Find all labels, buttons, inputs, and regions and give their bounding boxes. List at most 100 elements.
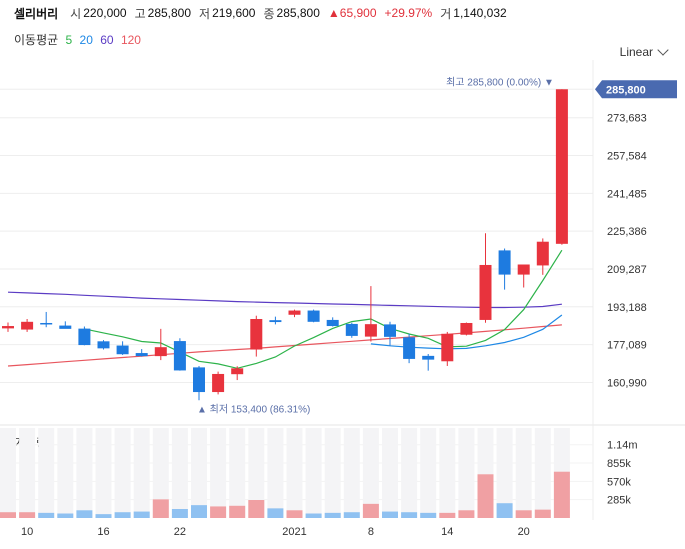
candle-body	[403, 337, 416, 359]
volume-column-bg	[57, 428, 74, 518]
candle-body	[173, 341, 186, 371]
volume-column-bg	[171, 428, 188, 518]
volume-tick-label: 855k	[607, 458, 631, 470]
scale-select-value: Linear	[619, 45, 653, 59]
volume-column-bg	[95, 428, 112, 518]
y-tick-label: 273,683	[607, 113, 647, 125]
volume-bar	[382, 511, 398, 518]
volume-column-bg	[496, 428, 513, 518]
close-label: 종	[263, 6, 275, 21]
candle-body	[555, 89, 568, 244]
volume-bar	[19, 512, 36, 518]
volume-bar	[362, 503, 379, 518]
candle-body	[364, 324, 377, 337]
x-tick-label: 22	[174, 526, 186, 538]
volume-bar	[439, 512, 456, 518]
ma-legend-60: 60	[100, 33, 114, 47]
volume-value: 1,140,032	[453, 6, 507, 20]
volume-tick-label: 1.14m	[607, 440, 638, 452]
y-tick-label: 241,485	[607, 188, 647, 200]
change-percent: +29.97%	[384, 6, 433, 20]
volume-column-bg	[38, 428, 55, 518]
volume-column-bg	[439, 428, 456, 518]
volume-column-bg	[343, 428, 360, 518]
volume-column-bg	[229, 428, 246, 518]
low-label: 저	[199, 6, 211, 21]
volume-bar	[0, 512, 16, 518]
volume-bar	[534, 509, 551, 518]
high-label: 고	[134, 6, 146, 21]
ma-legend-title: 이동평균	[14, 33, 59, 47]
x-tick-label: 14	[441, 526, 453, 538]
y-tick-label: 257,584	[607, 151, 647, 163]
volume-bar	[401, 512, 418, 518]
candle-body	[135, 353, 148, 357]
moving-average-legend[interactable]: 이동평균 5 20 60 120	[14, 31, 145, 48]
volume-bar	[38, 512, 55, 518]
volume-column-bg	[267, 428, 284, 518]
x-tick-label: 20	[518, 526, 530, 538]
candle-body	[517, 264, 530, 275]
volume-column-bg	[152, 428, 169, 518]
volume-column-bg	[362, 428, 379, 518]
x-tick-label: 16	[97, 526, 109, 538]
volume-bar	[152, 499, 169, 518]
close-value: 285,800	[276, 6, 320, 20]
ma60-line	[7, 291, 562, 309]
ma-legend-120: 120	[120, 33, 141, 47]
volume-column-bg	[210, 428, 227, 518]
quote-header: 셀리버리 시 220,000 고 285,800 저 219,600 종 285…	[14, 4, 515, 22]
volume-bar	[210, 506, 227, 518]
volume-bar	[553, 471, 570, 518]
candle-body	[345, 323, 358, 336]
candle-body	[40, 322, 53, 325]
candle-body	[384, 324, 396, 337]
volume-column-bg	[458, 428, 475, 518]
volume-column-bg	[401, 428, 418, 518]
volume-bar	[95, 514, 112, 518]
volume-column-bg	[133, 428, 150, 518]
volume-bar	[477, 474, 494, 518]
ma20-line	[370, 314, 563, 350]
candle-body	[536, 241, 549, 266]
volume-label: 거	[440, 6, 452, 21]
ma5-line	[84, 249, 563, 369]
open-label: 시	[70, 6, 82, 21]
candle-body	[307, 310, 320, 322]
candle-body	[288, 310, 301, 315]
y-tick-label: 160,990	[607, 377, 647, 389]
candle-body	[326, 319, 339, 327]
volume-bar	[133, 511, 150, 518]
volume-bar	[305, 513, 322, 518]
volume-tick-label: 570k	[607, 476, 631, 488]
high-annotation: 최고 285,800 (0.00%) ▼	[446, 76, 554, 88]
volume-bar	[114, 512, 131, 518]
volume-bar	[286, 510, 303, 518]
candle-body	[193, 367, 205, 393]
volume-column-bg	[114, 428, 131, 518]
volume-bar	[343, 512, 360, 518]
volume-column-bg	[324, 428, 341, 518]
ma120-line	[7, 324, 562, 367]
ma-legend-5: 5	[65, 33, 73, 47]
ma-legend-20: 20	[79, 33, 93, 47]
volume-tick-label: 285k	[607, 495, 631, 507]
volume-bar	[76, 510, 93, 518]
y-tick-label: 225,386	[607, 226, 647, 238]
volume-column-bg	[305, 428, 322, 518]
volume-bar	[248, 500, 265, 518]
volume-column-bg	[76, 428, 93, 518]
y-tick-label: 177,089	[607, 340, 647, 352]
last-price-label: 285,800	[606, 84, 646, 96]
x-tick-label: 10	[21, 526, 33, 538]
candle-body	[212, 373, 225, 393]
volume-bar	[171, 509, 188, 518]
change-value: ▲65,900	[327, 6, 377, 20]
scale-select[interactable]: Linear	[619, 44, 669, 59]
y-tick-label: 193,188	[607, 302, 647, 314]
volume-bar	[496, 503, 513, 518]
candle-body	[441, 333, 454, 362]
volume-column-bg	[248, 428, 265, 518]
volume-bar	[458, 510, 475, 518]
